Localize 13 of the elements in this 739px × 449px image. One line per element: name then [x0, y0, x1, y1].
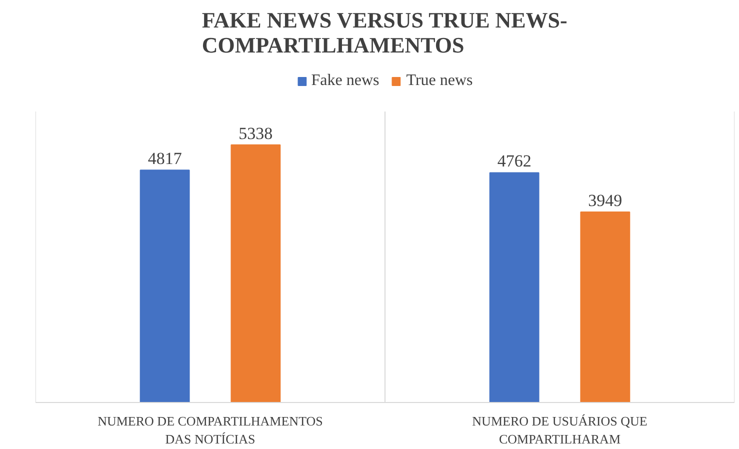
chart-title: FAKE NEWS VERSUS TRUE NEWS-COMPARTILHAMENTOS	[202, 8, 568, 58]
legend-label: True news	[406, 72, 473, 90]
data-label: 3949	[588, 190, 622, 210]
data-label: 4762	[497, 152, 532, 171]
data-label: 4817	[148, 149, 182, 168]
legend-label: Fake news	[311, 72, 380, 90]
bar	[140, 170, 190, 402]
x-tick-label: NUMERO DE COMPARTILHAMENTOS DAS NOTÍCIAS	[98, 414, 323, 446]
bar	[489, 172, 540, 402]
bar	[580, 211, 630, 402]
bar	[230, 144, 281, 402]
x-tick-label: NUMERO DE USUÁRIOS QUE COMPARTILHARAM	[472, 414, 648, 446]
data-label: 5338	[238, 124, 273, 143]
